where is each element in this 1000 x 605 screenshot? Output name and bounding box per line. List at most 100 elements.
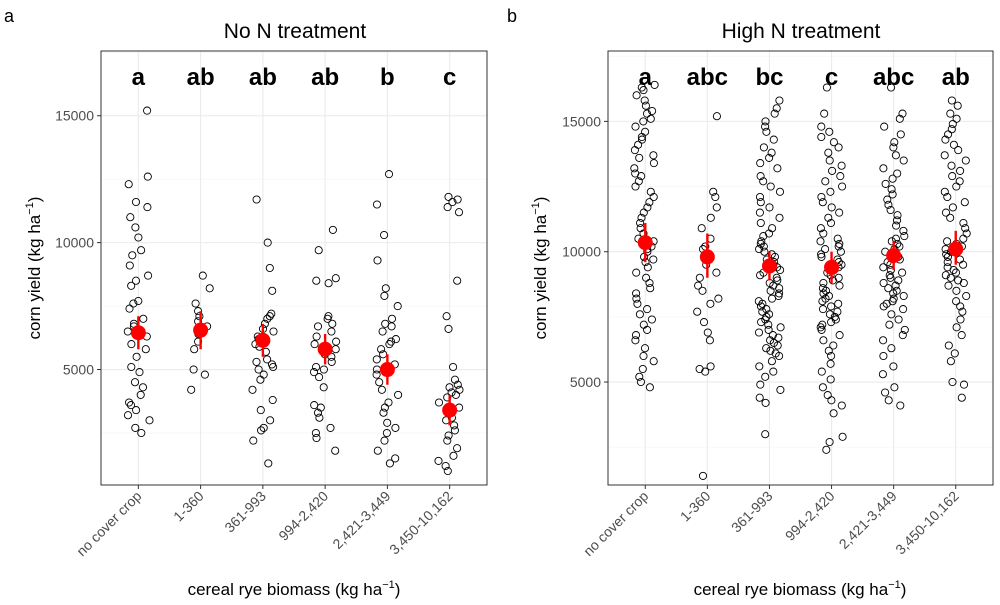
point-b-3-22 — [819, 229, 828, 238]
point-a-1-9 — [190, 345, 199, 354]
point-b-2-18 — [765, 203, 774, 212]
point-b-2-74 — [756, 380, 765, 389]
point-a-0-11 — [144, 271, 153, 280]
point-b-4-22 — [900, 232, 909, 241]
point-b-2-47 — [767, 294, 777, 303]
point-b-3-1 — [820, 109, 829, 118]
point-b-3-61 — [829, 341, 838, 350]
point-b-3-7 — [824, 148, 833, 157]
point-b-5-52 — [957, 331, 966, 340]
y-tick-label-b-0: 5000 — [570, 374, 601, 390]
point-b-3-10 — [828, 166, 837, 175]
point-b-1-4 — [706, 213, 715, 222]
point-b-5-12 — [947, 161, 956, 170]
point-a-5-0 — [444, 192, 453, 201]
point-b-3-62 — [824, 346, 833, 355]
point-b-5-38 — [949, 265, 958, 275]
x-tick-label-a-4: 2,421-3,449 — [329, 488, 393, 552]
point-b-3-67 — [818, 383, 827, 392]
point-b-2-75 — [776, 385, 785, 394]
point-b-4-3 — [880, 122, 889, 131]
point-b-5-47 — [952, 297, 961, 306]
point-a-2-2 — [265, 263, 274, 273]
point-b-5-48 — [956, 302, 965, 311]
point-b-0-5 — [641, 101, 650, 110]
means-b — [637, 223, 964, 283]
point-a-4-12 — [387, 337, 396, 346]
point-a-3-2 — [331, 274, 340, 283]
point-a-0-7 — [134, 233, 143, 242]
point-a-4-10 — [378, 327, 387, 336]
point-b-0-40 — [649, 255, 658, 264]
point-a-5-29 — [443, 466, 452, 476]
point-a-0-14 — [134, 296, 143, 306]
point-b-2-40 — [773, 276, 782, 285]
point-b-2-28 — [755, 245, 764, 254]
point-a-0-17 — [139, 314, 148, 323]
point-b-2-56 — [757, 318, 766, 327]
letter-b-2: bc — [755, 64, 783, 91]
point-b-0-16 — [649, 151, 658, 160]
point-b-0-23 — [631, 182, 640, 191]
point-a-2-22 — [248, 385, 257, 394]
point-b-4-38 — [886, 273, 895, 282]
point-a-4-9 — [387, 322, 396, 331]
point-b-2-43 — [775, 284, 784, 293]
point-b-5-24 — [961, 224, 970, 233]
point-a-5-14 — [451, 390, 460, 399]
point-a-2-28 — [249, 436, 258, 445]
point-b-5-11 — [961, 156, 970, 165]
point-b-2-21 — [756, 218, 765, 228]
point-a-3-16 — [327, 357, 336, 366]
mean-point-a-1 — [193, 322, 209, 338]
point-b-2-27 — [759, 242, 768, 251]
point-b-2-17 — [756, 198, 765, 207]
point-a-3-3 — [312, 276, 321, 285]
point-b-3-2 — [817, 122, 826, 131]
point-b-2-9 — [765, 153, 774, 162]
point-a-5-1 — [453, 195, 462, 204]
point-b-0-25 — [649, 192, 658, 202]
point-b-2-61 — [768, 331, 777, 340]
point-a-0-36 — [137, 428, 146, 438]
point-b-3-65 — [817, 367, 826, 376]
point-b-4-10 — [893, 169, 902, 178]
point-b-0-12 — [637, 132, 646, 142]
point-b-4-62 — [881, 388, 890, 397]
point-b-5-43 — [959, 278, 968, 288]
point-b-0-30 — [636, 218, 645, 228]
point-b-2-6 — [769, 135, 778, 144]
point-b-2-72 — [769, 367, 778, 376]
point-a-3-26 — [326, 423, 335, 432]
point-b-2-24 — [759, 232, 768, 241]
means-a — [130, 311, 458, 426]
mean-point-a-5 — [442, 402, 458, 418]
point-b-2-20 — [775, 213, 784, 222]
point-b-3-47 — [818, 297, 827, 306]
point-a-0-31 — [126, 401, 136, 410]
point-b-1-22 — [706, 362, 715, 371]
point-a-0-28 — [138, 383, 148, 392]
point-b-3-23 — [833, 234, 842, 243]
letter-b-3: c — [825, 64, 838, 91]
point-b-3-64 — [826, 359, 835, 368]
point-b-4-63 — [884, 396, 893, 405]
point-b-2-62 — [774, 333, 783, 342]
point-a-3-6 — [323, 314, 332, 323]
point-b-5-9 — [954, 146, 963, 155]
letter-a-2: ab — [249, 64, 277, 91]
point-b-5-33 — [943, 252, 952, 261]
y-axis-title-a: corn yield (kg ha−1) — [24, 197, 44, 340]
point-b-3-12 — [821, 177, 830, 186]
point-b-0-48 — [632, 294, 641, 303]
point-b-0-46 — [646, 284, 655, 293]
point-a-2-16 — [252, 357, 261, 366]
point-b-2-0 — [775, 96, 784, 105]
x-axis-title-a: cereal rye biomass (kg ha−1) — [188, 579, 401, 599]
mean-point-b-4 — [886, 248, 902, 264]
point-a-4-19 — [372, 370, 381, 379]
point-b-4-57 — [887, 344, 896, 353]
point-a-0-15 — [129, 299, 138, 308]
point-b-0-17 — [635, 153, 644, 162]
x-tick-label-a-5: 3,450-10,162 — [386, 488, 456, 558]
